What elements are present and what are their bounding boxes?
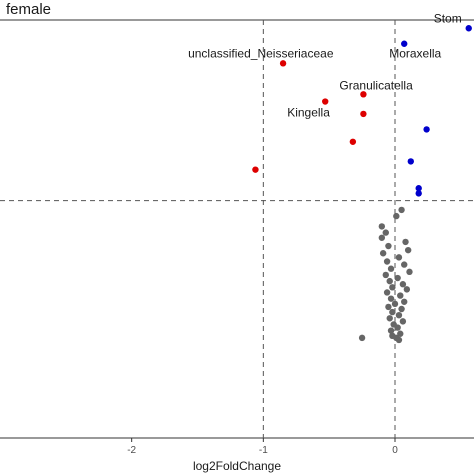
data-point-not-significant bbox=[379, 250, 387, 257]
data-point-not-significant bbox=[395, 311, 403, 319]
x-tick-label: -2 bbox=[127, 445, 136, 456]
data-point-not-significant bbox=[406, 268, 413, 276]
data-point-not-significant bbox=[399, 318, 407, 325]
data-point-not-significant bbox=[394, 274, 401, 282]
data-point-not-significant bbox=[398, 305, 405, 313]
data-point-depleted bbox=[349, 138, 357, 145]
data-point-depleted bbox=[360, 110, 367, 118]
x-tick-label: 0 bbox=[392, 445, 398, 456]
data-point-not-significant bbox=[389, 284, 396, 291]
point-label: Kingella bbox=[287, 106, 330, 120]
data-point-not-significant bbox=[394, 324, 401, 331]
data-point-not-significant bbox=[382, 229, 389, 236]
data-point-not-significant bbox=[387, 327, 395, 334]
data-point-depleted bbox=[322, 98, 329, 105]
data-point-depleted bbox=[252, 166, 259, 173]
point-label: unclassified_Neisseriaceae bbox=[188, 46, 334, 60]
point-label: Stom bbox=[434, 11, 462, 25]
data-point-not-significant bbox=[397, 330, 404, 337]
data-point-depleted bbox=[360, 91, 367, 98]
data-point-not-significant bbox=[402, 238, 409, 246]
data-point-not-significant bbox=[387, 265, 395, 272]
data-point-not-significant bbox=[397, 292, 404, 299]
data-point-not-significant bbox=[399, 281, 407, 288]
x-tick-label: -1 bbox=[259, 445, 268, 456]
data-point-enriched bbox=[423, 126, 430, 133]
data-point-not-significant bbox=[398, 206, 405, 214]
data-point-not-significant bbox=[378, 223, 386, 230]
panel-title: female bbox=[6, 1, 51, 18]
data-point-not-significant bbox=[401, 261, 408, 268]
plot-panel: -2 -1 0 Stom Moraxella unclassified_Neisseria… bbox=[0, 11, 474, 456]
data-point-not-significant bbox=[386, 277, 393, 285]
data-point-not-significant bbox=[403, 286, 411, 293]
data-point-not-significant bbox=[382, 271, 389, 279]
data-point-not-significant bbox=[395, 254, 403, 261]
data-point-not-significant bbox=[378, 234, 386, 241]
data-point-enriched bbox=[465, 25, 472, 32]
data-point-not-significant bbox=[387, 295, 395, 302]
data-point-not-significant bbox=[401, 298, 408, 305]
data-point-not-significant bbox=[391, 300, 399, 308]
data-point-not-significant bbox=[393, 212, 400, 220]
point-label: Granulicatella bbox=[339, 78, 413, 92]
data-point-enriched bbox=[415, 185, 422, 192]
data-point-not-significant bbox=[385, 242, 392, 250]
data-point-not-significant bbox=[386, 315, 393, 322]
data-point-not-significant bbox=[395, 336, 403, 344]
data-point-enriched bbox=[401, 40, 408, 47]
data-point-depleted bbox=[279, 60, 287, 67]
data-point-not-significant bbox=[389, 308, 396, 316]
data-point-enriched bbox=[415, 190, 422, 197]
data-point-enriched bbox=[407, 158, 414, 165]
data-point-not-significant bbox=[383, 289, 391, 296]
data-point-not-significant bbox=[358, 334, 366, 342]
data-point-not-significant bbox=[404, 246, 412, 254]
data-point-not-significant bbox=[385, 303, 392, 311]
point-label: Moraxella bbox=[389, 47, 441, 61]
data-point-not-significant bbox=[383, 258, 391, 265]
x-axis-label: log2FoldChange bbox=[193, 459, 281, 473]
